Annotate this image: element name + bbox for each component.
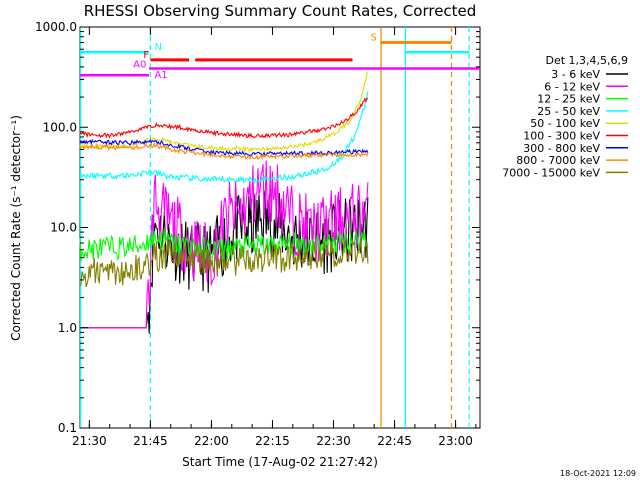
atten-label-a1: A1 [154,70,167,81]
y-ticks: 0.1 1.0 10.0 100.0 1000.0 [35,20,480,435]
y-tick-label: 100.0 [43,120,77,134]
series-line [79,91,369,184]
state-label-f: F [143,50,149,61]
legend-label: 300 - 800 keV [523,142,600,155]
x-tick-label: 21:30 [72,434,107,448]
x-tick-label: 22:30 [316,434,351,448]
x-tick-label: 22:00 [194,434,229,448]
x-tick-label: 23:00 [438,434,473,448]
y-axis-label: Corrected Count Rate (s⁻¹ detector⁻¹) [9,115,23,341]
legend-label: 50 - 100 keV [530,117,600,130]
y-tick-label: 1.0 [58,321,77,335]
state-label-n: N [154,42,161,53]
series-layer [79,71,369,334]
legend-label: 3 - 6 keV [551,68,600,81]
legend-label: 25 - 50 keV [537,105,600,118]
legend-label: 7000 - 15000 keV [502,166,600,179]
x-axis-label: Start Time (17-Aug-02 21:27:42) [182,455,378,469]
x-tick-label: 21:45 [133,434,168,448]
overlays: A0 A1 NF S [79,27,480,428]
series-line [80,160,369,329]
x-tick-label: 22:45 [377,434,412,448]
series-line [79,141,369,161]
series-line [79,97,369,139]
legend-title: Det 1,3,4,5,6,9 [545,54,628,67]
x-tick-label: 22:15 [255,434,290,448]
y-tick-label: 0.1 [58,421,77,435]
legend-label: 12 - 25 keV [537,93,600,106]
series-line [79,71,369,153]
state-label-s: S [371,32,377,43]
y-tick-label: 10.0 [50,221,77,235]
legend-label: 6 - 12 keV [544,80,600,93]
date-stamp: 18-Oct-2021 12:09 [560,469,636,478]
atten-label-a0: A0 [133,59,146,70]
legend-label: 800 - 7000 keV [516,154,600,167]
legend-label: 100 - 300 keV [523,130,600,143]
x-ticks: 21:30 21:45 22:00 22:15 22:30 22:45 23:00 [72,27,477,448]
series-line [79,238,369,287]
chart-title: RHESSI Observing Summary Count Rates, Co… [84,2,477,20]
y-tick-label: 1000.0 [35,20,77,34]
